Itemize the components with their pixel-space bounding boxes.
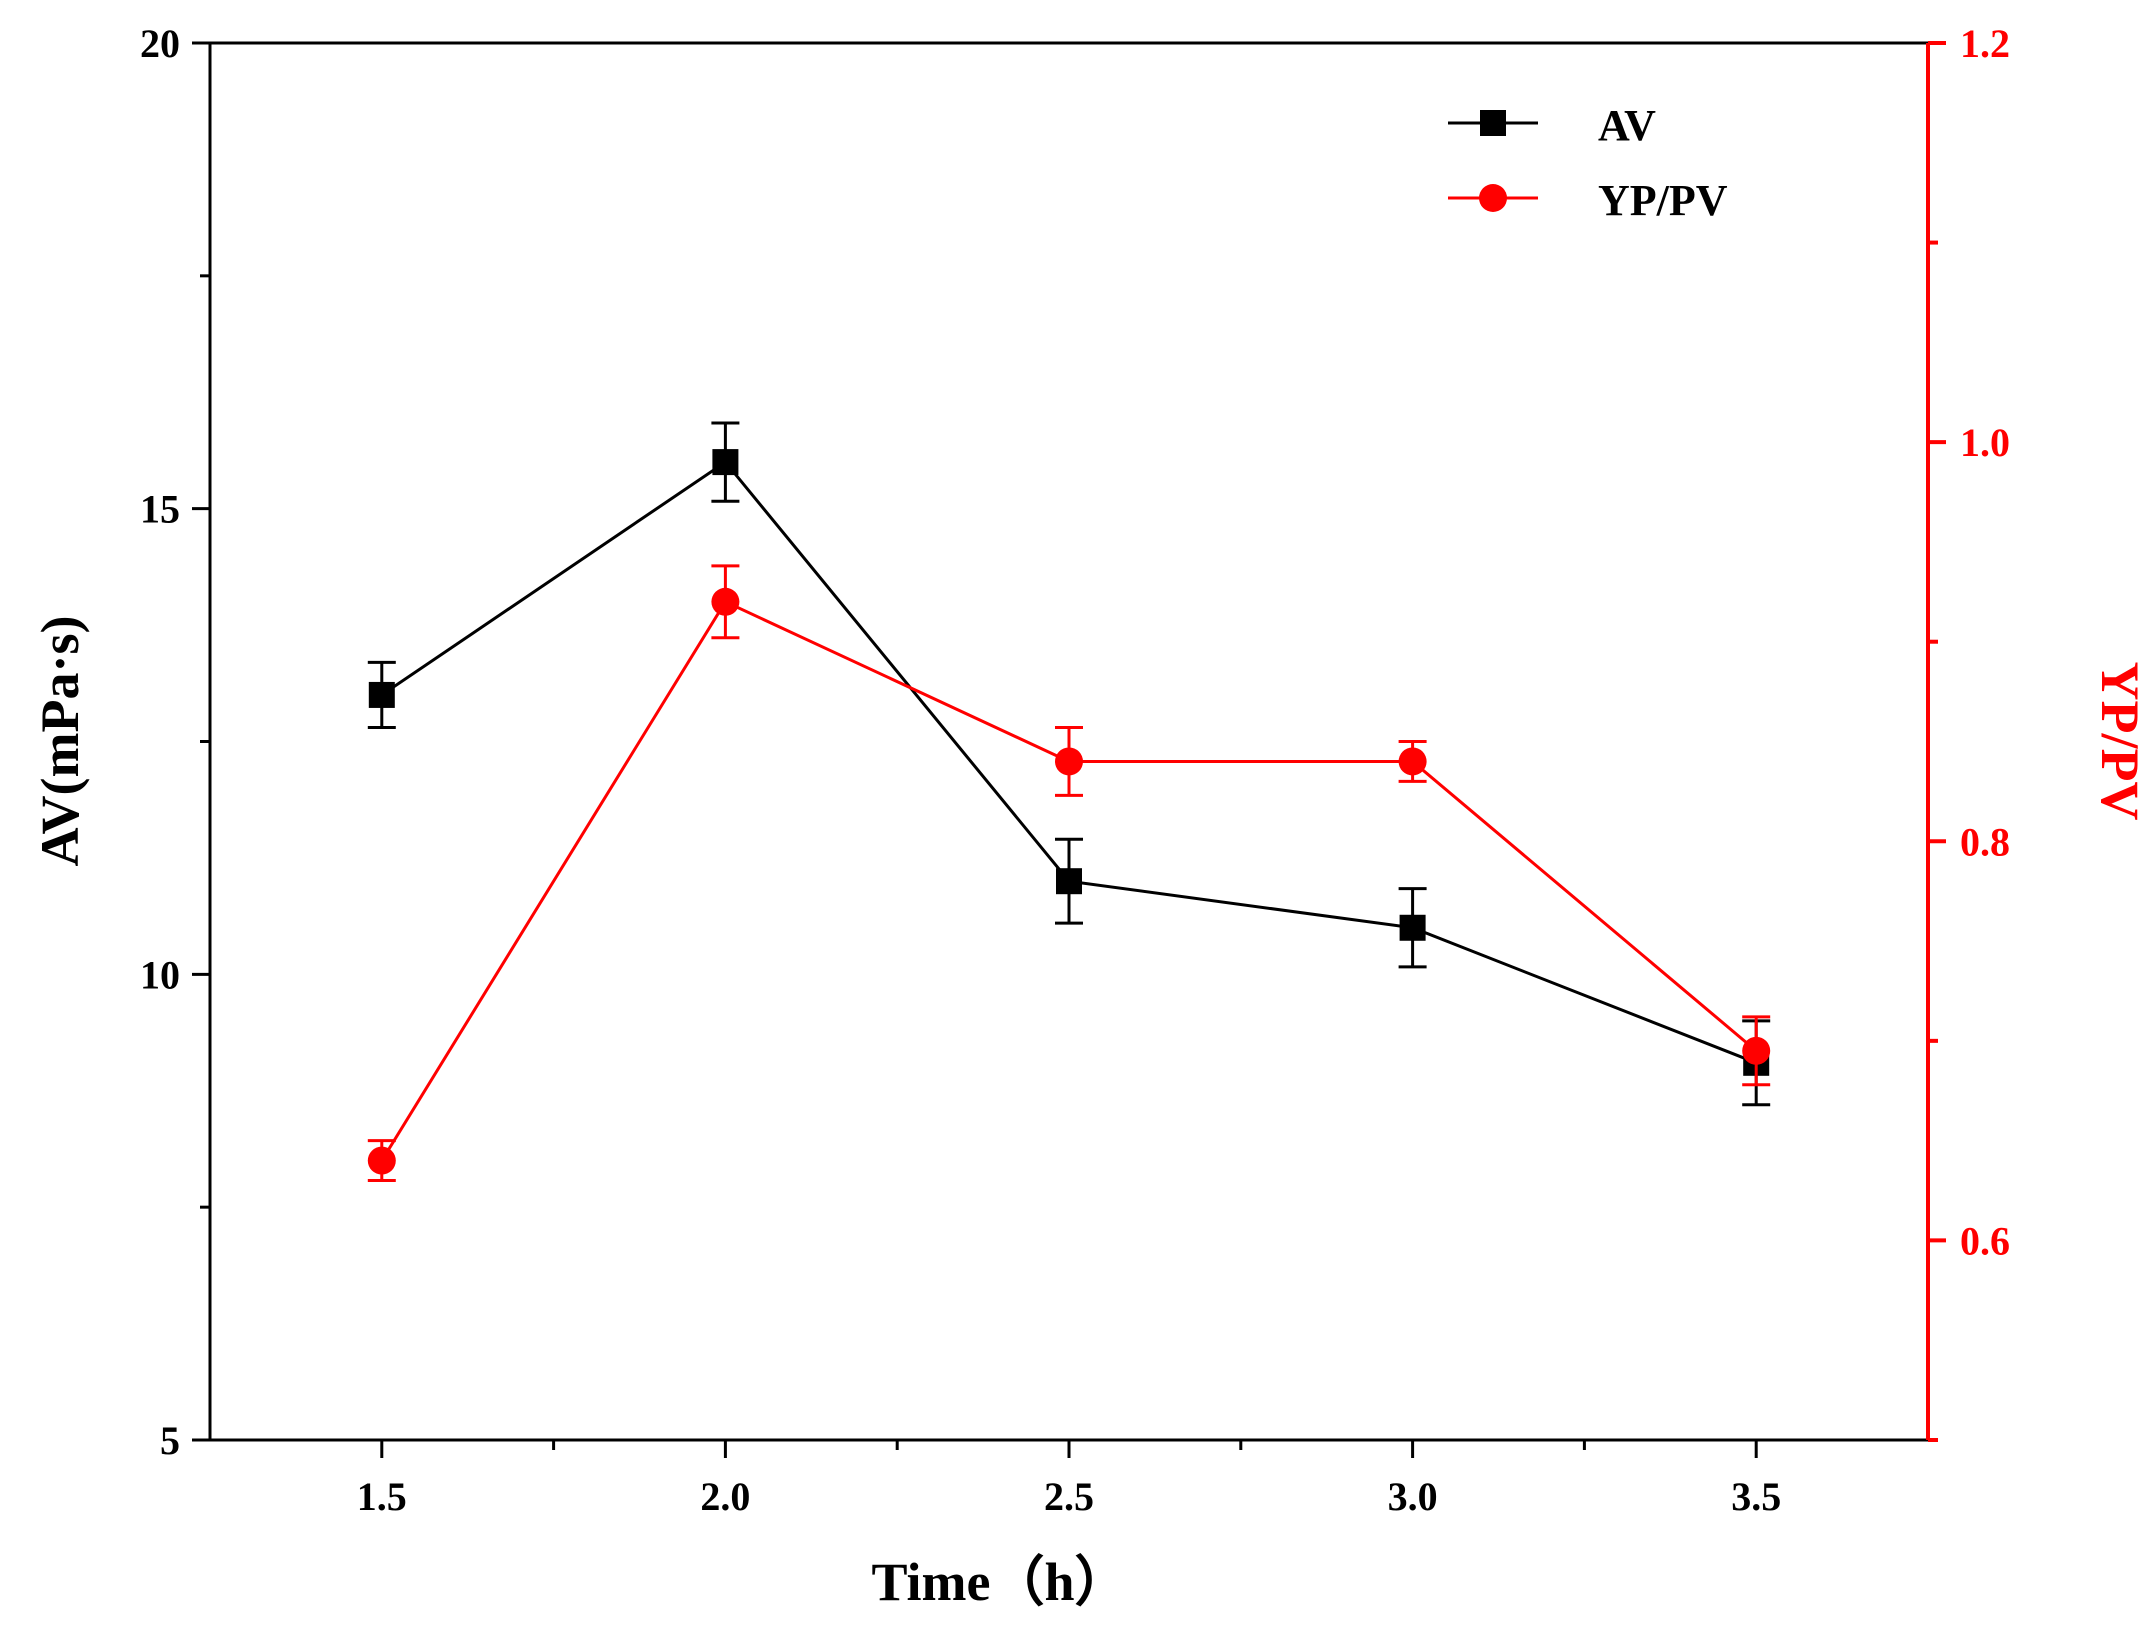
data-point-av [1056, 868, 1082, 895]
y2-tick-label: 1.2 [1960, 21, 2010, 66]
data-point-yp-pv [1055, 747, 1083, 776]
y-axis-ticks: 5 10 15 20 [140, 21, 210, 1463]
y-tick-label: 20 [140, 21, 180, 66]
series-yp-pv [367, 564, 1771, 1183]
data-point-av [368, 681, 395, 708]
data-point-yp-pv [1398, 747, 1427, 776]
legend-item-yp-pv: YP/PV [1448, 176, 1728, 225]
y2-axis-ticks: 0.6 0.8 1.0 1.2 [1928, 21, 2010, 1442]
series-av [367, 421, 1771, 1107]
y2-tick-label: 1.0 [1960, 420, 2010, 465]
x-axis-ticks: 1.5 2.0 2.5 3.0 3.5 [357, 1440, 1781, 1519]
x-axis-title: Time（h） [871, 1552, 1128, 1612]
data-point-yp-pv [711, 587, 740, 616]
y2-tick-label: 0.6 [1960, 1218, 2010, 1263]
legend-label-av: AV [1598, 101, 1656, 150]
data-point-av [1399, 914, 1426, 941]
x-tick-label: 3.0 [1388, 1474, 1438, 1519]
legend: AV YP/PV [1448, 101, 1728, 225]
y2-axis-title: YP/PV [2090, 662, 2140, 821]
y-tick-label: 10 [140, 952, 180, 997]
legend-item-av: AV [1448, 101, 1656, 150]
x-tick-label: 1.5 [357, 1474, 407, 1519]
y-axis-title: AV(mPa·s) [30, 616, 90, 867]
legend-marker-av [1480, 110, 1506, 136]
y-tick-label: 5 [160, 1418, 180, 1463]
x-tick-label: 2.5 [1044, 1474, 1094, 1519]
x-tick-label: 2.0 [700, 1474, 750, 1519]
legend-marker-yp-pv [1479, 184, 1507, 212]
y2-tick-label: 0.8 [1960, 819, 2010, 864]
series-layer [367, 421, 1771, 1183]
legend-label-yp-pv: YP/PV [1598, 176, 1728, 225]
y-tick-label: 15 [140, 487, 180, 532]
data-point-yp-pv [367, 1146, 396, 1175]
data-point-yp-pv [1742, 1036, 1771, 1065]
data-point-av [712, 449, 739, 476]
x-tick-label: 3.5 [1731, 1474, 1781, 1519]
